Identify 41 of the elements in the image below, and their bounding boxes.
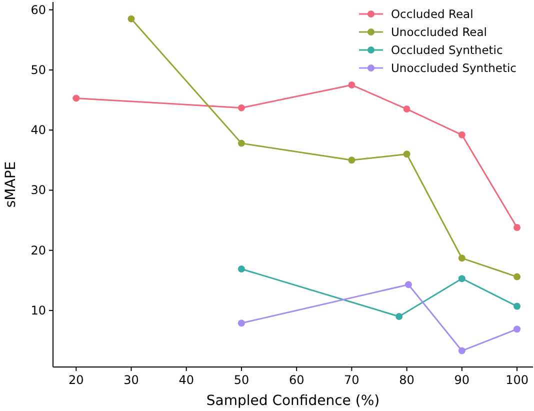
x-tick-label: 60 <box>288 373 304 387</box>
y-tick-label: 40 <box>30 123 46 138</box>
legend-label: Unoccluded Synthetic <box>391 61 516 75</box>
point <box>128 15 135 22</box>
point <box>514 326 521 333</box>
x-tick-label: 20 <box>68 373 84 387</box>
point <box>458 254 466 262</box>
point <box>458 131 466 138</box>
legend-label: Occluded Synthetic <box>391 43 503 57</box>
x-tick-label: 30 <box>124 373 139 387</box>
x-axis-title: Sampled Confidence (%) <box>206 393 380 409</box>
point <box>238 104 245 112</box>
point <box>238 320 245 327</box>
y-axis-title: sMAPE <box>3 161 19 208</box>
legend-label: Occluded Real <box>391 7 474 21</box>
point <box>403 150 410 158</box>
x-tick-label: 90 <box>454 373 470 387</box>
y-tick-label: 10 <box>30 303 46 318</box>
point <box>348 81 356 88</box>
point <box>458 275 466 282</box>
x-tick-label: 40 <box>178 373 194 387</box>
point <box>514 273 521 280</box>
legend-label: Unoccluded Real <box>391 25 487 39</box>
x-tick-label: 50 <box>234 373 250 387</box>
point <box>514 224 521 231</box>
point <box>238 265 245 272</box>
point <box>348 156 356 164</box>
y-tick-label: 20 <box>30 243 46 258</box>
y-tick-label: 50 <box>30 62 46 77</box>
point <box>396 312 403 320</box>
y-tick-label: 60 <box>30 2 46 17</box>
point <box>72 94 80 102</box>
y-tick-label: 30 <box>30 183 46 198</box>
point <box>514 302 521 310</box>
x-tick-label: 80 <box>399 373 414 387</box>
point <box>403 106 410 113</box>
x-tick-label: 70 <box>344 373 360 387</box>
point <box>238 140 245 147</box>
x-tick-label: 100 <box>506 373 528 387</box>
point <box>404 281 412 288</box>
point <box>458 347 466 354</box>
